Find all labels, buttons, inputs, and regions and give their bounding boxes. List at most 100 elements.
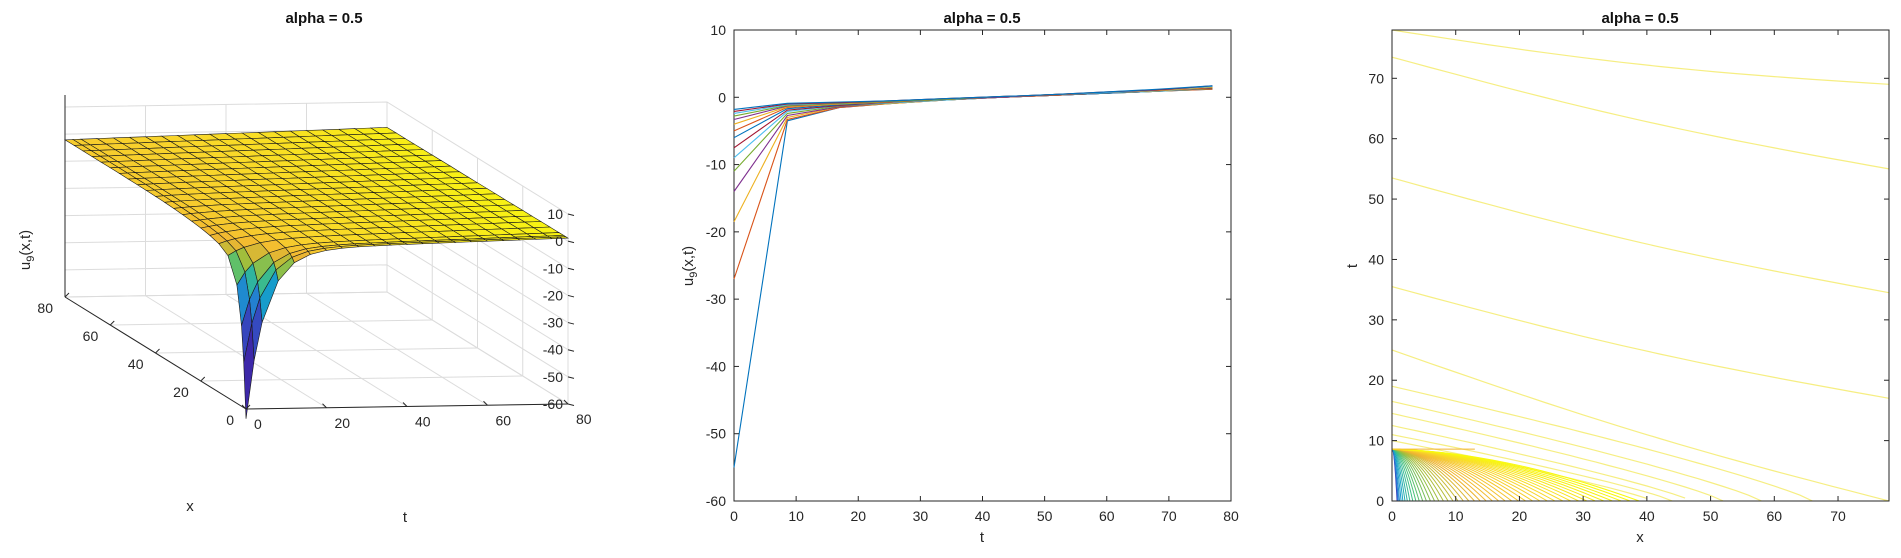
- y-tick-label: 10: [1368, 433, 1384, 449]
- z-tick-mark: [567, 240, 575, 244]
- line-plot-x-label: t: [980, 529, 985, 546]
- contour-lines: [1392, 30, 1889, 501]
- surface-patch: [435, 240, 457, 244]
- x-tick-label: 80: [1223, 508, 1239, 524]
- x-tick-label: 40: [975, 508, 991, 524]
- wall-gridline-z: [64, 291, 569, 405]
- x-tick-label: 30: [913, 508, 929, 524]
- surface-patch: [452, 240, 473, 243]
- y-tick-label: -10: [706, 157, 726, 173]
- z-tick-label: 10: [547, 206, 563, 222]
- surface-plot-title: alpha = 0.5: [285, 10, 362, 27]
- y-tick-label: 30: [1368, 312, 1384, 328]
- contour-line: [1392, 434, 1673, 501]
- x-tick-label: 70: [1161, 508, 1177, 524]
- line-plot-panel: alpha = 0.5 0 10 20 30 40 50 60 70 80 10 0 -10 -20 -…: [680, 10, 1239, 546]
- t-tick-mark: [483, 400, 488, 406]
- z-tick-mark: [567, 322, 575, 325]
- y-tick-label: -40: [706, 358, 726, 374]
- x-tick-label: 0: [1388, 508, 1396, 524]
- x-tick-label: 20: [173, 384, 189, 400]
- contour-line: [1392, 385, 1813, 501]
- t-tick-label: 20: [335, 415, 351, 431]
- surface-plot-x-label: x: [186, 498, 194, 515]
- x-tick-mark: [200, 376, 206, 382]
- x-tick-label: 60: [1767, 508, 1783, 524]
- z-tick-mark: [567, 294, 575, 298]
- x-tick-mark: [64, 292, 70, 298]
- t-tick-label: 80: [576, 411, 592, 427]
- x-tick-label: 50: [1703, 508, 1719, 524]
- x-tick-label: 80: [37, 300, 53, 316]
- x-tick-label: 20: [850, 508, 866, 524]
- contour-plot-title: alpha = 0.5: [1601, 10, 1678, 27]
- z-tick-label: -20: [543, 287, 563, 303]
- y-tick-label: -60: [706, 493, 726, 509]
- line-plot-title: alpha = 0.5: [943, 10, 1020, 27]
- x-tick-label: 0: [730, 508, 738, 524]
- t-tick-label: 0: [254, 416, 262, 432]
- surface-patch: [500, 238, 521, 241]
- z-tick-mark: [567, 267, 575, 271]
- contour-line: [1392, 412, 1724, 501]
- y-tick-label: 10: [710, 22, 726, 38]
- z-tick-mark: [567, 213, 575, 216]
- line-plot-x-ticks: 0 10 20 30 40 50 60 70 80: [730, 30, 1239, 524]
- z-tick-label: 0: [555, 233, 563, 249]
- surface-patch: [532, 236, 553, 240]
- surface-plot-panel: alpha = 0.5 10 0 -10 -20 -30 -40 -50 -60 0 20 40 6…: [17, 10, 592, 526]
- x-tick-label: 60: [83, 328, 99, 344]
- contour-plot-axes-box: [1391, 29, 1890, 502]
- z-tick-mark: [567, 349, 575, 352]
- z-tick-label: -40: [543, 342, 563, 358]
- x-tick-label: 50: [1037, 508, 1053, 524]
- contour-line: [1392, 177, 1889, 294]
- surface-patch: [468, 239, 489, 243]
- surface-mesh: [64, 127, 570, 419]
- y-tick-label: 70: [1368, 70, 1384, 86]
- contour-plot-x-label: x: [1636, 529, 1644, 546]
- contour-line: [1392, 286, 1889, 399]
- series-line: [733, 85, 1213, 110]
- x-tick-label: 0: [226, 412, 234, 428]
- contour-line: [1392, 448, 1640, 501]
- line-plot-axes-box: [733, 29, 1232, 502]
- y-tick-label: 40: [1368, 251, 1384, 267]
- y-tick-label: -50: [706, 426, 726, 442]
- z-tick-mark: [567, 376, 575, 379]
- surface-plot-z-label: u9(x,t): [17, 230, 37, 270]
- y-tick-label: -30: [706, 291, 726, 307]
- contour-line: [1392, 400, 1762, 501]
- x-tick-label: 10: [1448, 508, 1464, 524]
- contour-plot-x-ticks: 0 10 20 30 40 50 60 70: [1388, 30, 1846, 524]
- wall-gridline-z: [64, 237, 569, 351]
- t-tick-mark: [241, 404, 247, 410]
- y-tick-label: 0: [1376, 493, 1384, 509]
- z-tick-label: -50: [543, 369, 563, 385]
- x-tick-label: 40: [128, 356, 144, 372]
- x-tick-mark: [245, 404, 251, 410]
- x-tick-label: 40: [1639, 508, 1655, 524]
- x-tick-label: 70: [1830, 508, 1846, 524]
- z-tick-label: -30: [543, 315, 563, 331]
- x-tick-label: 10: [788, 508, 804, 524]
- contour-plot-y-label: t: [1344, 263, 1361, 268]
- x-tick-mark: [155, 348, 160, 354]
- surface-plot-z-ticks: 10 0 -10 -20 -30 -40 -50 -60: [543, 206, 575, 412]
- surface-patch: [419, 241, 441, 245]
- y-tick-label: 20: [1368, 372, 1384, 388]
- contour-line: [1392, 56, 1889, 170]
- surface-patch: [371, 243, 392, 247]
- surface-patch: [484, 238, 505, 242]
- contour-plot-background: [1392, 30, 1889, 501]
- x-tick-label: 60: [1099, 508, 1115, 524]
- floor-gridline-x: [110, 319, 433, 326]
- t-tick-mark: [563, 399, 569, 405]
- y-tick-label: 60: [1368, 131, 1384, 147]
- t-tick-label: 40: [415, 414, 431, 430]
- x-tick-mark: [109, 320, 115, 326]
- t-tick-mark: [322, 403, 327, 409]
- x-tick-label: 20: [1512, 508, 1528, 524]
- surface-plot-t-ticks: 0 20 40 60 80: [241, 399, 592, 432]
